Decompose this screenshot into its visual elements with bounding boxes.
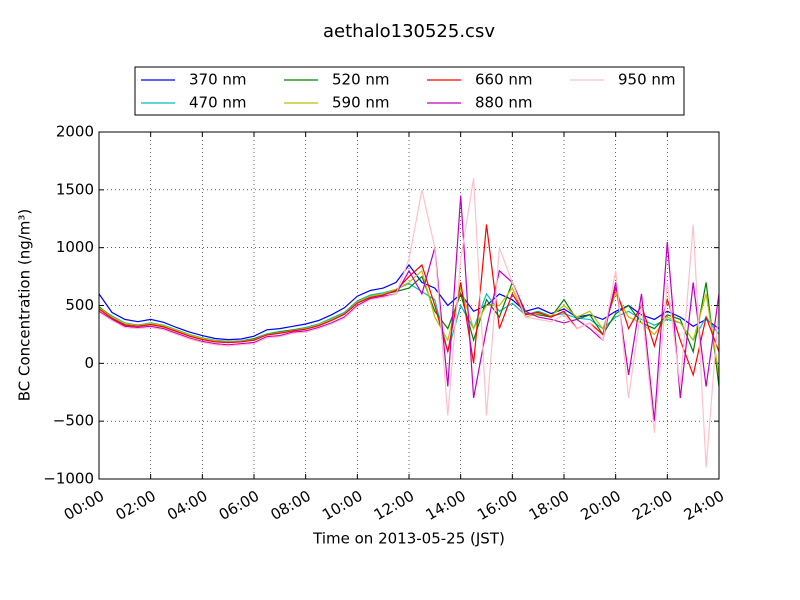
y-tick-label: 1500 — [56, 180, 94, 198]
y-tick-label: 2000 — [56, 123, 94, 141]
y-tick-label: 1000 — [56, 238, 94, 256]
legend-label: 370 nm — [189, 71, 247, 89]
x-axis-label: Time on 2013-05-25 (JST) — [312, 530, 505, 548]
legend-label: 520 nm — [332, 71, 390, 89]
y-tick-label: 0 — [84, 354, 94, 372]
y-axis-label: BC Concentration (ng/m³) — [16, 209, 34, 402]
legend-box — [134, 66, 685, 116]
y-tick-label: 500 — [65, 296, 94, 314]
series-line — [99, 178, 719, 468]
series-line — [99, 195, 719, 422]
chart-title: aethalo130525.csv — [323, 21, 495, 42]
legend-label: 660 nm — [475, 71, 533, 89]
series-line — [99, 269, 719, 375]
series-line — [99, 224, 719, 378]
legend-label: 590 nm — [332, 94, 390, 112]
legend-label: 950 nm — [618, 71, 676, 89]
y-tick-label: −500 — [53, 412, 94, 430]
y-tick-label: −1000 — [43, 470, 94, 488]
series-line — [99, 263, 719, 341]
legend-label: 470 nm — [189, 94, 247, 112]
plot-frame — [98, 131, 720, 480]
legend-label: 880 nm — [475, 94, 533, 112]
